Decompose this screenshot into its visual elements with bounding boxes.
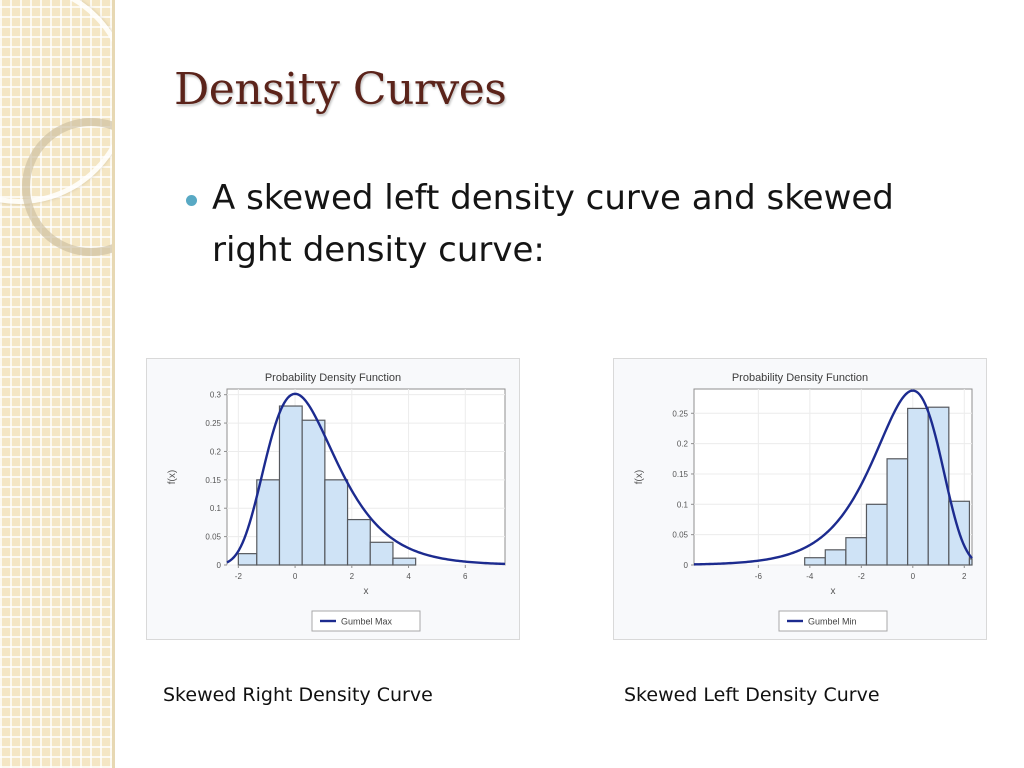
y-axis-label: f(x): [167, 470, 178, 484]
histogram-bar: [865, 503, 888, 566]
y-tick-label: 0.05: [205, 533, 221, 542]
histogram-bar: [968, 558, 973, 566]
density-curve-line: [226, 392, 506, 566]
y-tick-label: 0: [684, 561, 689, 570]
x-tick-label: 0: [911, 572, 916, 581]
x-tick-label: 0: [293, 572, 298, 581]
bullet-dot-icon: [186, 195, 197, 206]
chart-title: Probability Density Function: [265, 372, 401, 384]
x-axis-label: x: [831, 586, 836, 597]
histogram-bar: [256, 479, 281, 566]
x-tick-label: -2: [235, 572, 243, 581]
x-tick-label: 4: [406, 572, 411, 581]
legend-box: [778, 610, 888, 632]
x-tick-label: 2: [962, 572, 967, 581]
bullet-text: A skewed left density curve and skewed r…: [212, 178, 894, 270]
chart-title: Probability Density Function: [732, 372, 868, 384]
x-tick-label: -2: [858, 572, 866, 581]
x-tick-label: 6: [463, 572, 468, 581]
bullet-item: A skewed left density curve and skewed r…: [186, 172, 966, 276]
y-tick-label: 0.05: [672, 531, 688, 540]
caption-skewed-left: Skewed Left Density Curve: [624, 684, 880, 706]
y-tick-label: 0.3: [210, 391, 222, 400]
histogram-bar: [346, 518, 371, 566]
histogram-bar: [927, 406, 950, 566]
chart-right-frame: Probability Density Function 0 0.05 0.1 0.15…: [613, 358, 987, 640]
legend-label: Gumbel Max: [341, 617, 393, 627]
legend-box: [311, 610, 421, 632]
y-tick-label: 0.2: [210, 447, 222, 456]
histogram-bar: [907, 407, 929, 566]
histogram-bar: [824, 549, 847, 566]
x-tick-label: 2: [350, 572, 355, 581]
y-tick-label: 0.25: [672, 409, 688, 418]
skewed-left-chart: Probability Density Function 0 0.05 0.1 0.15…: [614, 359, 986, 639]
histogram-bar: [237, 553, 258, 566]
chart-left-frame: Probability Density Function 0 0.05 0.1 0.15…: [146, 358, 520, 640]
y-axis-label: f(x): [634, 470, 645, 484]
histogram-bar: [392, 557, 417, 566]
y-tick-label: 0.25: [205, 419, 221, 428]
histogram-bar: [324, 479, 349, 566]
y-tick-label: 0.15: [672, 470, 688, 479]
slide-title: Density Curves: [174, 64, 507, 115]
legend-label: Gumbel Min: [808, 617, 857, 627]
x-tick-label: -6: [755, 572, 763, 581]
sidebar-divider: [112, 0, 115, 768]
density-curve-line: [693, 389, 973, 566]
y-tick-label: 0: [217, 561, 222, 570]
x-tick-label: -4: [806, 572, 814, 581]
sidebar-pattern: [0, 0, 112, 768]
y-tick-label: 0.1: [677, 500, 689, 509]
skewed-right-chart: Probability Density Function 0 0.05 0.1 0.15…: [147, 359, 519, 639]
histogram-bar: [886, 458, 909, 566]
y-tick-label: 0.2: [677, 440, 689, 449]
histogram-bar: [845, 537, 868, 566]
histogram-bar: [804, 557, 826, 566]
y-tick-label: 0.1: [210, 504, 222, 513]
histogram-bar: [369, 541, 394, 566]
histogram-bar: [278, 405, 303, 566]
histogram-bar: [301, 419, 326, 566]
decorative-ring-middle: [22, 118, 112, 256]
x-axis-label: x: [364, 586, 369, 597]
caption-skewed-right: Skewed Right Density Curve: [163, 684, 433, 706]
y-tick-label: 0.15: [205, 476, 221, 485]
